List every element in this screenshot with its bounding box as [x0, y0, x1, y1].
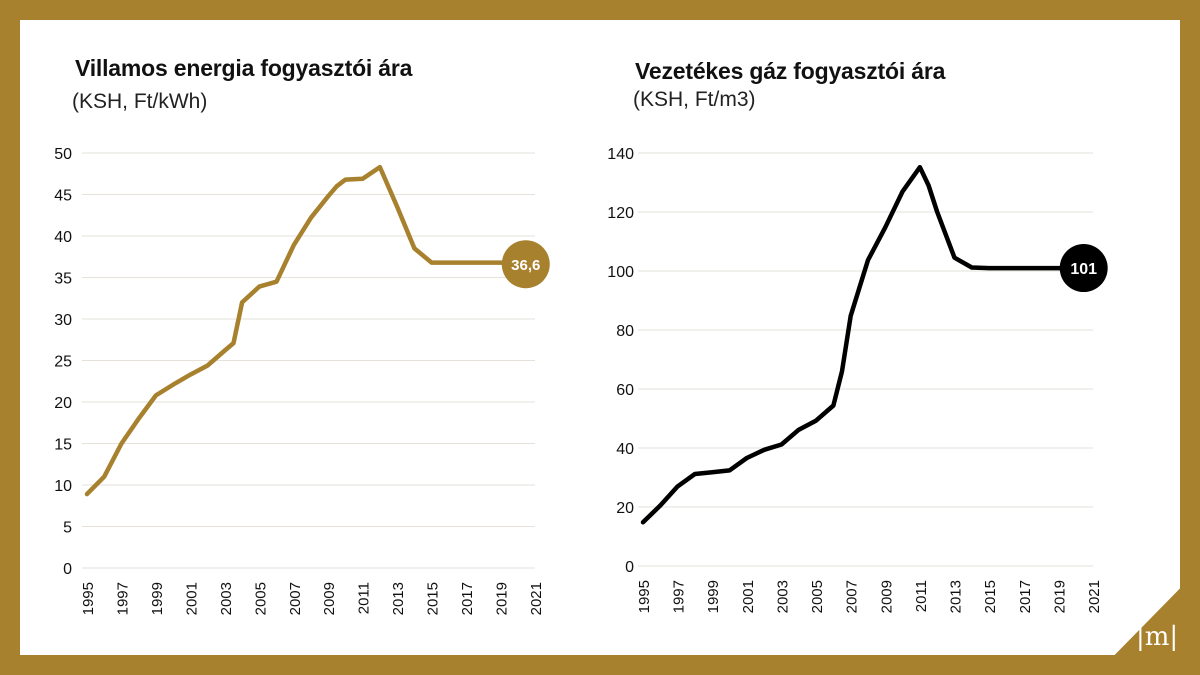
- y-tick-label: 10: [54, 478, 72, 495]
- chart-subtitle-gas: (KSH, Ft/m3): [633, 88, 756, 111]
- x-tick-label: 1999: [149, 582, 166, 615]
- chart-subtitle-electricity: (KSH, Ft/kWh): [72, 90, 208, 113]
- y-tick-label: 140: [607, 146, 634, 163]
- y-tick-label: 60: [616, 382, 634, 399]
- x-tick-label: 2009: [321, 582, 338, 615]
- chart-panel: [20, 20, 1180, 655]
- y-tick-label: 0: [625, 559, 634, 576]
- y-tick-label: 50: [54, 146, 72, 163]
- y-tick-label: 25: [54, 354, 72, 371]
- series-line: [84, 164, 521, 497]
- publisher-logo: |m|: [1136, 622, 1179, 652]
- x-tick-label: 2021: [1086, 580, 1103, 613]
- x-tick-label: 1997: [671, 580, 688, 613]
- end-value-label: 101: [1070, 261, 1097, 278]
- gas-price-chart: 0 20 40 60 80 100 120 140 1995 1997 1999 2001 2003 20…: [607, 146, 1108, 613]
- x-tick-label: 2021: [528, 582, 545, 615]
- x-tick-label: 2007: [844, 580, 861, 613]
- y-tick-label: 45: [54, 188, 72, 205]
- y-tick-label: 5: [63, 520, 72, 537]
- x-tick-label: 1995: [80, 582, 97, 615]
- x-tick-label: 2013: [948, 580, 965, 613]
- x-tick-label: 2011: [356, 582, 373, 614]
- x-tick-label: 2003: [218, 582, 235, 615]
- x-tick-label: 2005: [252, 582, 269, 615]
- chart-title-electricity: Villamos energia fogyasztói ára: [75, 55, 413, 81]
- y-tick-label: 40: [54, 229, 72, 246]
- end-value-label: 36,6: [511, 257, 540, 274]
- y-tick-label: 40: [616, 441, 634, 458]
- x-tick-label: 2019: [494, 582, 511, 615]
- x-tick-label: 2017: [459, 582, 476, 615]
- chart-title-gas: Vezetékes gáz fogyasztói ára: [635, 58, 946, 84]
- x-tick-label: 2003: [774, 580, 791, 613]
- end-value-marker: [1059, 244, 1108, 293]
- x-tick-label: 2009: [878, 580, 895, 613]
- x-tick-label: 2001: [740, 580, 757, 613]
- x-tick-label: 2001: [183, 582, 200, 615]
- y-tick-label: 80: [616, 323, 634, 340]
- x-tick-label: 2017: [1017, 580, 1034, 613]
- y-tick-label: 35: [54, 271, 72, 288]
- end-value-marker: [501, 240, 550, 289]
- x-tick-label: 2019: [1051, 580, 1068, 613]
- x-tick-label: 2011: [913, 580, 930, 612]
- y-tick-label: 30: [54, 312, 72, 329]
- electricity-price-chart: 0 5 10 15 20 25 30 35 40 45 50 1995 1997 1999 2001 2003…: [54, 146, 550, 615]
- x-tick-label: 2007: [287, 582, 304, 615]
- x-tick-label: 1995: [636, 580, 653, 613]
- x-tick-label: 2015: [425, 582, 442, 615]
- x-tick-label: 1999: [705, 580, 722, 613]
- y-tick-label: 120: [607, 205, 634, 222]
- x-tick-label: 2013: [390, 582, 407, 615]
- y-tick-label: 20: [616, 500, 634, 517]
- x-tick-label: 2015: [982, 580, 999, 613]
- y-tick-label: 20: [54, 395, 72, 412]
- y-tick-label: 15: [54, 437, 72, 454]
- x-tick-label: 1997: [114, 582, 131, 615]
- series-line: [640, 164, 1078, 525]
- x-tick-label: 2005: [809, 580, 826, 613]
- corner-decoration: [1095, 568, 1200, 675]
- y-tick-label: 0: [63, 561, 72, 578]
- y-tick-label: 100: [607, 264, 634, 281]
